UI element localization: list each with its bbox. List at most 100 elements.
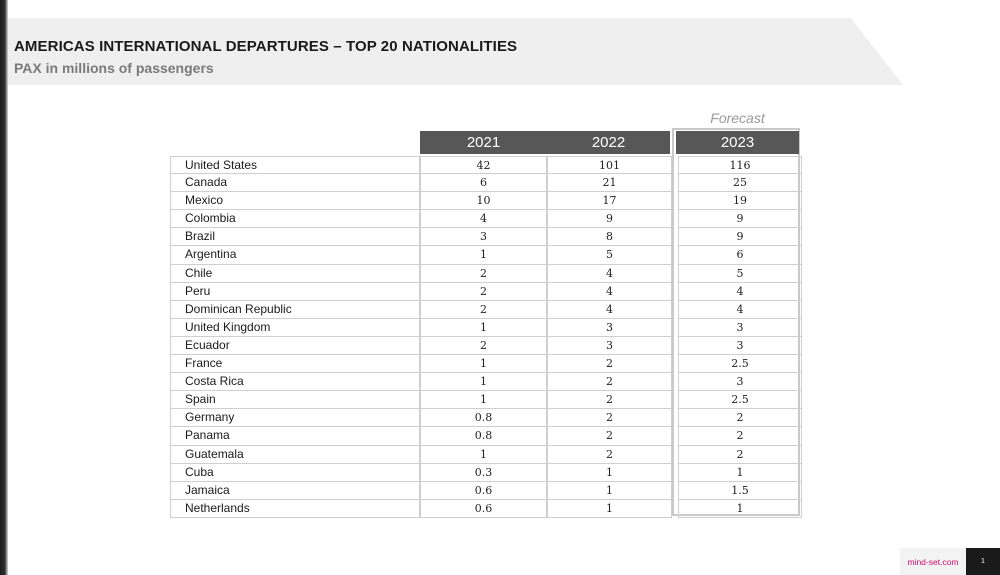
nationality-name: Ecuador [170, 336, 420, 356]
value-2021: 1 [420, 373, 547, 392]
value-2021: 0.6 [420, 499, 547, 518]
left-edge-bar [0, 0, 8, 575]
table-row: Peru 2 4 4 [170, 282, 802, 301]
table-row: Jamaica 0.6 1 1.5 [170, 481, 802, 500]
table-row: Costa Rica 1 2 3 [170, 373, 802, 392]
nationality-name: Mexico [170, 192, 420, 211]
value-2021: 1 [420, 391, 547, 410]
value-2022: 4 [547, 300, 672, 319]
nationality-name: Peru [170, 282, 420, 301]
value-2023-forecast: 2 [678, 445, 802, 464]
value-2022: 2 [547, 391, 672, 410]
nationality-name: France [170, 355, 420, 374]
table-row: Colombia 4 9 9 [170, 210, 802, 229]
value-2021: 10 [420, 192, 547, 211]
value-2023-forecast: 4 [678, 282, 802, 301]
nationality-name: Dominican Republic [170, 300, 420, 319]
value-2023-forecast: 3 [678, 318, 802, 337]
page-subtitle: PAX in millions of passengers [14, 60, 214, 76]
value-2021: 6 [420, 174, 547, 193]
value-2023-forecast: 3 [678, 373, 802, 392]
table-row: United States 42 101 116 [170, 156, 802, 175]
value-2022: 2 [547, 409, 672, 428]
column-header-2022: 2022 [547, 131, 670, 154]
nationality-name: Germany [170, 409, 420, 428]
value-2022: 1 [547, 481, 672, 500]
value-2023-forecast: 3 [678, 336, 802, 356]
nationality-name: Costa Rica [170, 373, 420, 392]
nationality-name: Cuba [170, 463, 420, 482]
page-title: AMERICAS INTERNATIONAL DEPARTURES – TOP … [14, 38, 518, 55]
nationality-name: United Kingdom [170, 318, 420, 337]
value-2021: 2 [420, 336, 547, 356]
value-2023-forecast: 1 [678, 463, 802, 482]
value-2022: 1 [547, 499, 672, 518]
forecast-label: Forecast [710, 110, 765, 126]
value-2022: 1 [547, 463, 672, 482]
nationality-name: Argentina [170, 246, 420, 265]
value-2021: 1 [420, 445, 547, 464]
value-2023-forecast: 6 [678, 246, 802, 265]
value-2021: 0.3 [420, 463, 547, 482]
table-row: Brazil 3 8 9 [170, 228, 802, 247]
value-2023-forecast: 25 [678, 174, 802, 193]
nationality-name: Chile [170, 264, 420, 283]
title-banner [8, 18, 903, 85]
value-2023-forecast: 4 [678, 300, 802, 319]
value-2022: 5 [547, 246, 672, 265]
value-2021: 42 [420, 156, 547, 175]
value-2023-forecast: 2 [678, 409, 802, 428]
column-header-2023: 2023 [676, 131, 799, 154]
nationality-name: Jamaica [170, 481, 420, 500]
nationality-name: Netherlands [170, 499, 420, 518]
nationality-name: Spain [170, 391, 420, 410]
nationality-name: United States [170, 156, 420, 175]
table-row: Guatemala 1 2 2 [170, 445, 802, 464]
value-2021: 0.6 [420, 481, 547, 500]
nationality-name: Canada [170, 174, 420, 193]
nationality-name: Panama [170, 427, 420, 446]
value-2023-forecast: 9 [678, 228, 802, 247]
value-2023-forecast: 1 [678, 499, 802, 518]
value-2021: 2 [420, 264, 547, 283]
table-row: Dominican Republic 2 4 4 [170, 300, 802, 319]
table-row: France 1 2 2.5 [170, 355, 802, 374]
value-2021: 3 [420, 228, 547, 247]
column-header-2021: 2021 [420, 131, 547, 154]
table-row: United Kingdom 1 3 3 [170, 318, 802, 337]
value-2022: 4 [547, 282, 672, 301]
value-2023-forecast: 5 [678, 264, 802, 283]
value-2022: 8 [547, 228, 672, 247]
value-2022: 17 [547, 192, 672, 211]
value-2022: 21 [547, 174, 672, 193]
value-2022: 101 [547, 156, 672, 175]
value-2023-forecast: 2 [678, 427, 802, 446]
table-row: Panama 0.8 2 2 [170, 427, 802, 446]
value-2023-forecast: 2.5 [678, 355, 802, 374]
table-row: Spain 1 2 2.5 [170, 391, 802, 410]
table-row: Argentina 1 5 6 [170, 246, 802, 265]
nationalities-table: United States 42 101 116 Canada 6 21 25 Mexico 10… [170, 156, 802, 518]
table-row: Chile 2 4 5 [170, 264, 802, 283]
forecast-column-frame [672, 128, 800, 516]
value-2022: 4 [547, 264, 672, 283]
table-row: Netherlands 0.6 1 1 [170, 499, 802, 518]
value-2021: 1 [420, 246, 547, 265]
value-2022: 3 [547, 318, 672, 337]
table-row: Cuba 0.3 1 1 [170, 463, 802, 482]
value-2021: 2 [420, 300, 547, 319]
value-2022: 3 [547, 336, 672, 356]
value-2022: 2 [547, 373, 672, 392]
value-2023-forecast: 2.5 [678, 391, 802, 410]
value-2023-forecast: 1.5 [678, 481, 802, 500]
value-2022: 9 [547, 210, 672, 229]
table-row: Canada 6 21 25 [170, 174, 802, 193]
table-row: Germany 0.8 2 2 [170, 409, 802, 428]
value-2021: 0.8 [420, 409, 547, 428]
value-2021: 1 [420, 355, 547, 374]
brand-logo: mind-set.com [900, 548, 966, 575]
value-2022: 2 [547, 445, 672, 464]
value-2021: 0.8 [420, 427, 547, 446]
value-2023-forecast: 116 [678, 156, 802, 175]
value-2021: 4 [420, 210, 547, 229]
